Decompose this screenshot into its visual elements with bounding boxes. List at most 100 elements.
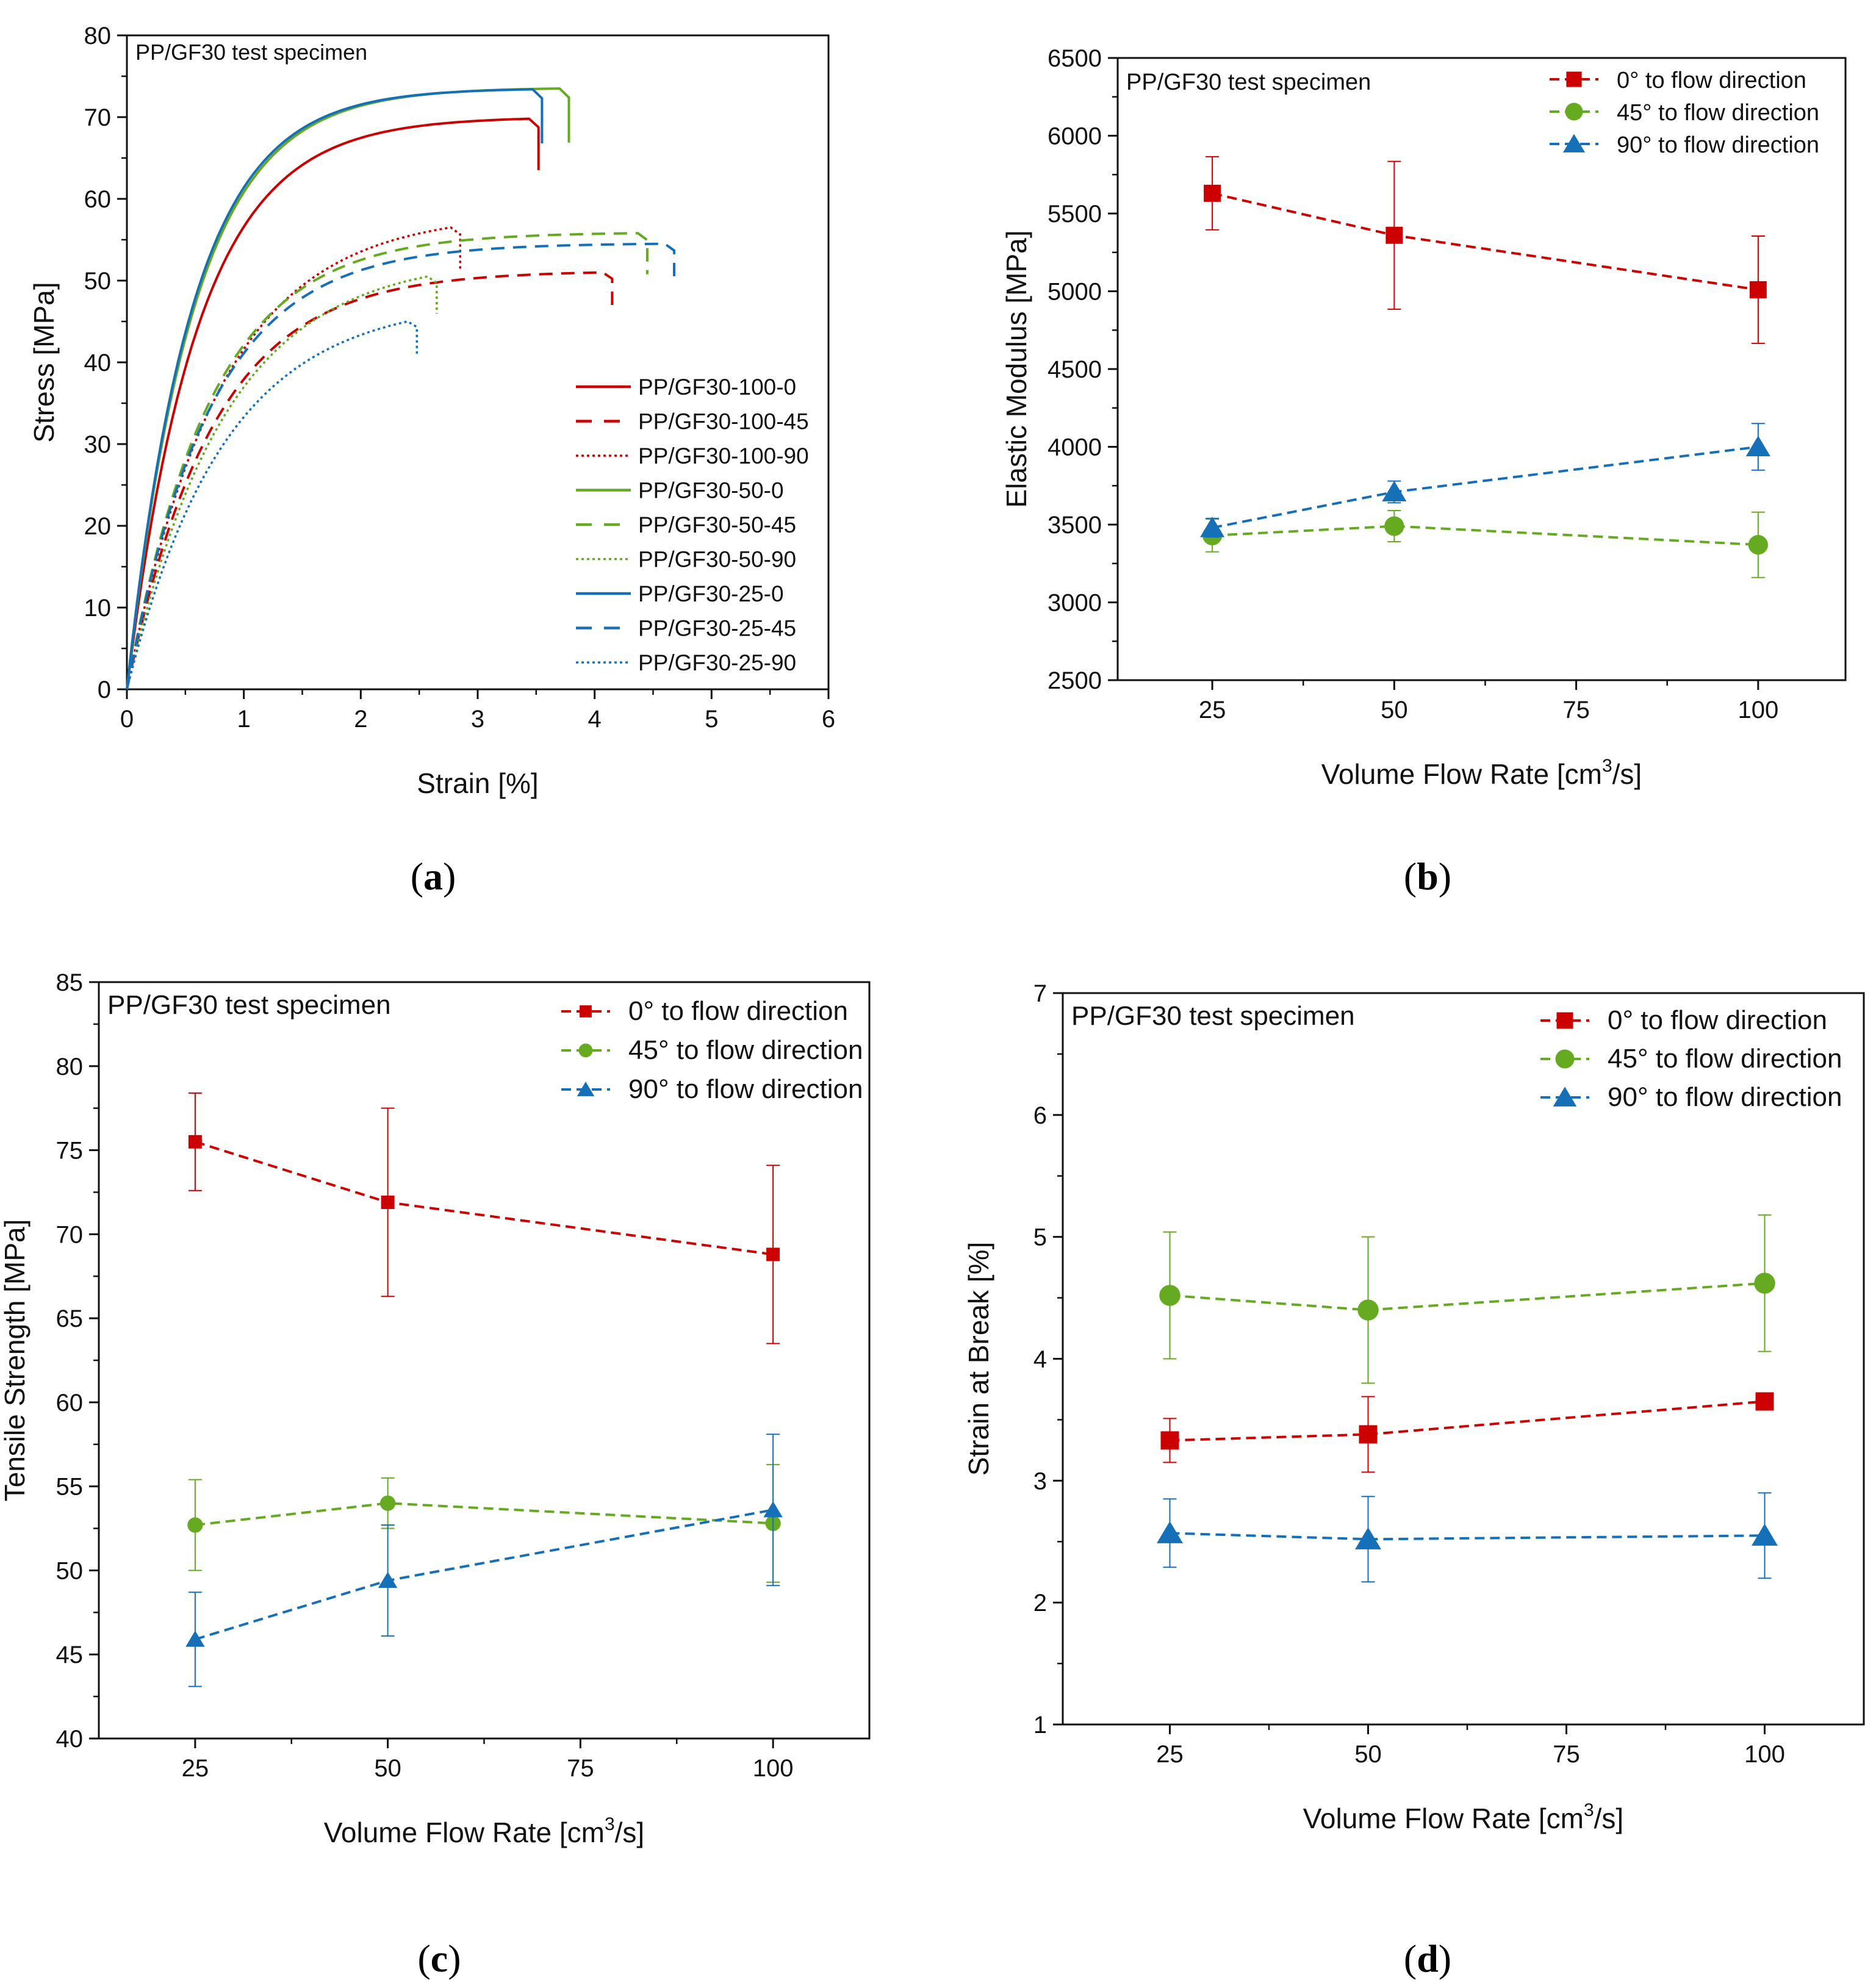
y-tick-label: 75 (56, 1138, 84, 1164)
series-line (1170, 1400, 1765, 1442)
x-axis-label-sup: 3 (1584, 1800, 1594, 1820)
series-line (1212, 445, 1759, 529)
x-tick-label: 1 (237, 706, 251, 733)
y-tick-label: 80 (84, 23, 112, 49)
legend-entry: PP/GF30-25-45 (638, 616, 796, 641)
caption-letter: c (431, 1937, 448, 1980)
series-0 (1160, 1392, 1774, 1473)
marker-circle (1555, 1049, 1575, 1069)
legend-entry: PP/GF30-100-0 (638, 375, 796, 400)
panel-caption: (a) (411, 855, 456, 898)
marker-square (1755, 1392, 1774, 1411)
x-tick-label: 100 (1744, 1741, 1785, 1768)
specimen-note: PP/GF30 test specimen (107, 990, 391, 1020)
x-axis-label-end: /s] (1594, 1803, 1624, 1834)
y-axis-label: Strain at Break [%] (963, 1242, 994, 1476)
y-tick-label: 4500 (1048, 356, 1102, 383)
x-tick-label: 25 (1199, 697, 1226, 723)
specimen-note: PP/GF30 test specimen (1071, 1001, 1355, 1031)
panel-caption: (b) (1404, 855, 1451, 898)
y-axis-label: Tensile Strength [MPa] (0, 1219, 31, 1502)
marker-triangle (1752, 1523, 1778, 1546)
marker-circle (1384, 516, 1404, 536)
x-axis-label-text: Volume Flow Rate [cm (1321, 758, 1602, 790)
y-tick-label: 70 (56, 1221, 84, 1248)
marker-square (580, 1005, 592, 1017)
legend-entry: 90° to flow direction (1608, 1082, 1842, 1112)
marker-triangle (1562, 134, 1586, 153)
series-line (126, 271, 614, 690)
y-tick-label: 70 (84, 104, 112, 131)
chart-d: 25 50 75 100 1 2 3 4 5 6 7 PP/GF30 test specimen 0° … (963, 980, 1865, 1980)
y-tick-label: 55 (56, 1474, 84, 1501)
marker-square (1385, 226, 1403, 244)
x-axis-label-sup: 3 (1602, 756, 1612, 776)
series-line (1212, 192, 1759, 291)
legend-entry: 90° to flow direction (1617, 132, 1819, 158)
x-tick-label: 5 (705, 706, 718, 733)
y-tick-label: 60 (84, 186, 112, 213)
y-tick-label: 7 (1033, 980, 1047, 1007)
y-tick-label: 3500 (1048, 512, 1102, 539)
marker-square (1566, 71, 1582, 87)
legend-entry: PP/GF30-25-0 (638, 581, 784, 606)
caption-paren: ( (1404, 1937, 1417, 1980)
y-tick-label: 1 (1033, 1712, 1047, 1739)
x-tick-label: 25 (182, 1755, 209, 1782)
y-tick-label: 0 (98, 676, 111, 703)
legend-entry: 0° to flow direction (1617, 68, 1806, 93)
marker-square (1749, 281, 1767, 298)
x-axis-label-text: Volume Flow Rate [cm (324, 1817, 605, 1848)
specimen-note: PP/GF30 test specimen (1126, 70, 1371, 95)
y-tick-label: 3 (1033, 1468, 1047, 1495)
series-line (1170, 1532, 1765, 1541)
caption-paren: ) (443, 855, 456, 898)
series-line (1170, 1282, 1765, 1312)
legend-entry: 0° to flow direction (628, 996, 848, 1026)
x-axis-label: Strain [%] (417, 767, 538, 799)
legend-entry: PP/GF30-50-0 (638, 478, 784, 503)
x-axis-label-end: /s] (1612, 758, 1642, 790)
y-tick-label: 30 (84, 431, 112, 458)
x-tick-label: 2 (354, 706, 367, 733)
series-line (126, 117, 540, 690)
y-tick-label: 5000 (1048, 279, 1102, 306)
x-tick-label: 3 (471, 706, 484, 733)
caption-paren: ) (448, 1937, 461, 1980)
legend-entry: 45° to flow direction (628, 1035, 863, 1065)
marker-circle (1565, 102, 1583, 121)
series-2 (1200, 423, 1770, 538)
marker-circle (1159, 1285, 1181, 1306)
x-axis-label: Volume Flow Rate [cm3/s] (1321, 756, 1642, 790)
x-tick-label: 4 (588, 706, 602, 733)
x-axis-label-text: Volume Flow Rate [cm (1303, 1803, 1584, 1834)
marker-triangle (1553, 1086, 1577, 1107)
legend-entry: 45° to flow direction (1617, 100, 1819, 126)
panel-caption: (d) (1404, 1937, 1451, 1980)
caption-paren: ( (411, 855, 423, 898)
x-axis-label-end: /s] (615, 1817, 645, 1848)
legend-entry: PP/GF30-50-45 (638, 512, 796, 537)
marker-triangle (1355, 1527, 1381, 1549)
series-1 (187, 1463, 781, 1583)
marker-circle (1754, 1272, 1775, 1294)
marker-triangle (1382, 481, 1407, 501)
series-line (126, 226, 462, 690)
y-tick-label: 2500 (1048, 667, 1102, 694)
series-1 (1202, 510, 1768, 578)
x-axis-label-sup: 3 (605, 1814, 615, 1834)
legend-entry: PP/GF30-100-45 (638, 409, 809, 434)
marker-triangle (185, 1631, 205, 1647)
legend-entry: PP/GF30-25-90 (638, 650, 796, 675)
marker-circle (1357, 1299, 1379, 1321)
series-line (126, 242, 675, 690)
caption-paren: ) (1439, 1937, 1451, 1980)
series-line (195, 1502, 774, 1526)
x-tick-label: 75 (1562, 697, 1590, 723)
marker-square (1556, 1012, 1573, 1029)
y-tick-label: 4 (1033, 1346, 1047, 1373)
y-tick-label: 50 (56, 1557, 84, 1584)
y-tick-label: 2 (1033, 1590, 1047, 1617)
legend-entry: 90° to flow direction (628, 1074, 863, 1104)
